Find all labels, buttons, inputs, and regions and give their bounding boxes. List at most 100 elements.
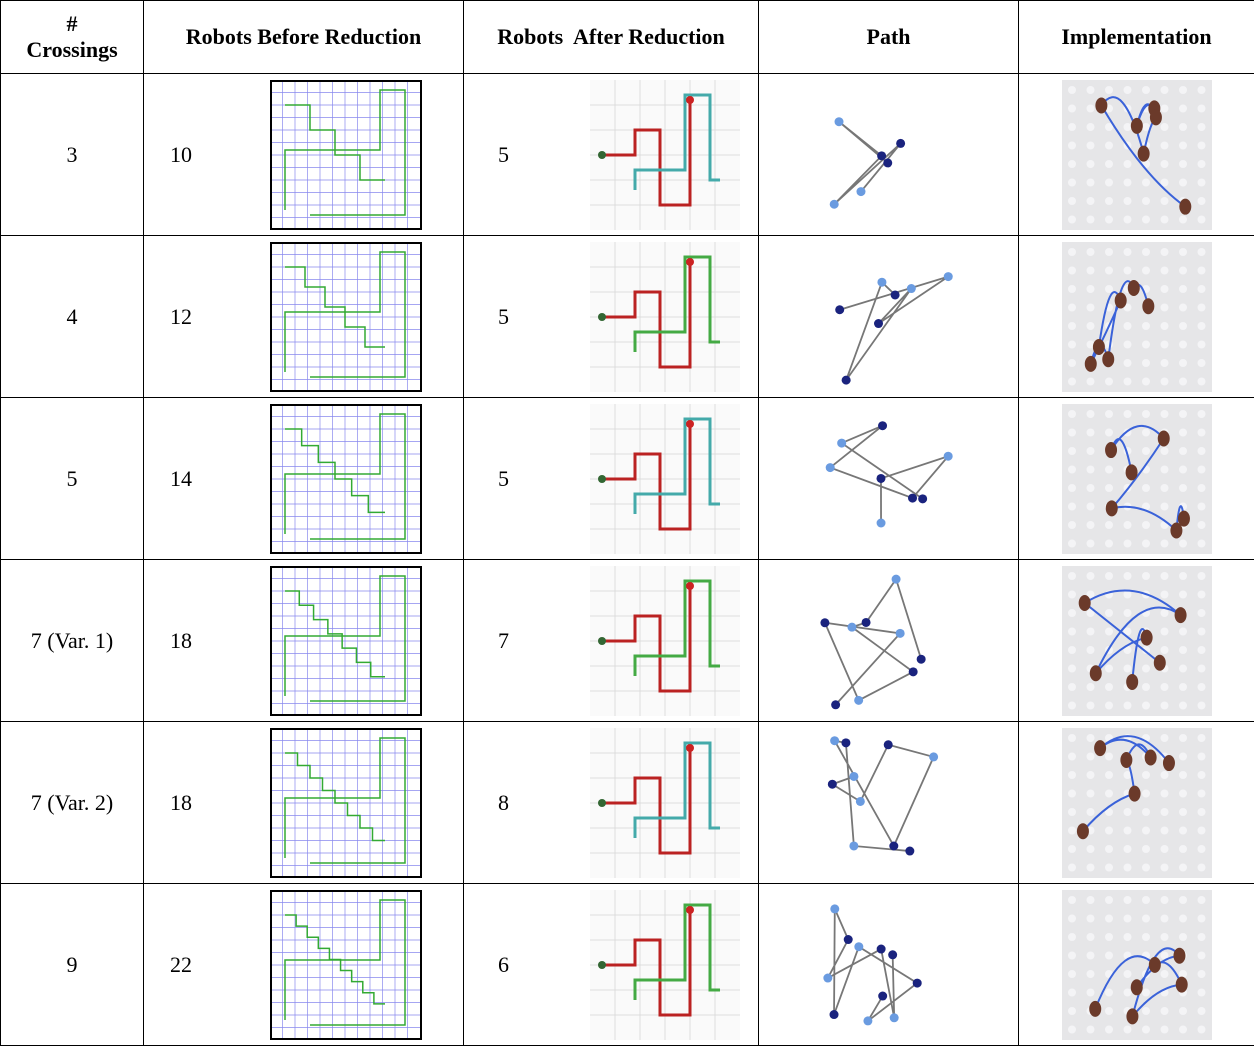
figure-shape xyxy=(1105,753,1113,761)
figure-shape xyxy=(1161,609,1169,617)
figure-shape xyxy=(1161,322,1169,330)
figure-shape xyxy=(1105,179,1113,187)
figure-shape xyxy=(1093,339,1105,355)
figure-shape xyxy=(1068,285,1076,293)
figure-shape xyxy=(917,655,926,664)
cell xyxy=(1019,236,1254,398)
figure-shape xyxy=(1142,410,1150,418)
figure-shape xyxy=(1068,429,1076,437)
figure-shape xyxy=(1161,572,1169,580)
figure-shape xyxy=(1124,572,1132,580)
figure-shape xyxy=(1068,322,1076,330)
figure-shape xyxy=(1105,160,1113,168)
figure-shape xyxy=(856,797,865,806)
figure-shape xyxy=(1179,572,1187,580)
header-cell: # Crossings xyxy=(1,1,144,74)
figure-shape xyxy=(1161,591,1169,599)
figure-shape xyxy=(847,623,856,632)
figure-shape xyxy=(1149,957,1161,973)
figure-shape xyxy=(1161,304,1169,312)
figure xyxy=(814,80,964,230)
figure-shape xyxy=(1179,845,1187,853)
figure-shape xyxy=(830,426,948,523)
figure-shape xyxy=(1198,521,1206,529)
figure-shape xyxy=(1087,952,1095,960)
figure xyxy=(270,80,422,230)
figure xyxy=(1062,80,1212,230)
cell: 7 (Var. 2) xyxy=(1,722,144,884)
figure-shape xyxy=(1068,915,1076,923)
table-row: 7 (Var. 2)188 xyxy=(1,722,1254,884)
figure-shape xyxy=(1179,410,1187,418)
figure-shape xyxy=(1087,808,1095,816)
figure-shape xyxy=(1198,285,1206,293)
figure xyxy=(1062,566,1212,716)
figure xyxy=(590,890,740,1040)
figure-shape xyxy=(1163,755,1175,771)
figure-shape xyxy=(1087,970,1095,978)
figure-shape xyxy=(1161,503,1169,511)
cell xyxy=(1019,560,1254,722)
figure-shape xyxy=(1161,142,1169,150)
figure-shape xyxy=(1087,248,1095,256)
figure xyxy=(814,890,964,1040)
crossings: 7 (Var. 1) xyxy=(31,628,113,653)
figure-shape xyxy=(876,474,885,483)
figure-shape xyxy=(1161,341,1169,349)
figure-shape xyxy=(1179,827,1187,835)
figure-shape xyxy=(686,96,694,104)
robots-before: 18 xyxy=(170,628,192,654)
figure-shape xyxy=(1179,540,1187,548)
figure-shape xyxy=(1105,429,1113,437)
figure-shape xyxy=(1198,734,1206,742)
figure-shape xyxy=(1142,1026,1150,1034)
figure-shape xyxy=(1161,683,1169,691)
figure-shape xyxy=(1198,970,1206,978)
figure-shape xyxy=(1161,646,1169,654)
figure-shape xyxy=(888,950,897,959)
figure-shape xyxy=(832,741,933,851)
figure-shape xyxy=(1090,665,1102,681)
cell: 22 xyxy=(144,884,464,1046)
figure-shape xyxy=(1198,267,1206,275)
figure-shape xyxy=(1087,989,1095,997)
figure-shape xyxy=(1095,98,1107,114)
figure-shape xyxy=(1129,786,1141,802)
figure-shape xyxy=(1179,702,1187,710)
crossings: 7 (Var. 2) xyxy=(31,790,113,815)
figure-shape xyxy=(1068,702,1076,710)
figure-shape xyxy=(1126,464,1138,480)
cell: 5 xyxy=(464,236,759,398)
figure-shape xyxy=(1124,341,1132,349)
figure-shape xyxy=(1131,118,1143,134)
figure-shape xyxy=(1124,845,1132,853)
figure-shape xyxy=(1178,511,1190,527)
figure-shape xyxy=(1068,753,1076,761)
figure-shape xyxy=(1142,216,1150,224)
figure-shape xyxy=(1087,105,1095,113)
figure-shape xyxy=(1068,142,1076,150)
crossings: 3 xyxy=(67,142,78,167)
figure xyxy=(590,404,740,554)
cell: 5 xyxy=(464,74,759,236)
figure-shape xyxy=(1198,484,1206,492)
figure-shape xyxy=(1126,674,1138,690)
figure-shape xyxy=(1179,86,1187,94)
figure-shape xyxy=(1142,771,1150,779)
figure-shape xyxy=(1179,734,1187,742)
figure-shape xyxy=(1198,359,1206,367)
robots-after: 6 xyxy=(498,952,509,978)
figure-shape xyxy=(1068,896,1076,904)
figure-shape xyxy=(1161,105,1169,113)
figure-shape xyxy=(1068,665,1076,673)
figure-shape xyxy=(1161,248,1169,256)
cell: 3 xyxy=(1,74,144,236)
figure-shape xyxy=(1161,359,1169,367)
figure-shape xyxy=(1105,989,1113,997)
figure-shape xyxy=(1087,378,1095,386)
figure-shape xyxy=(686,582,694,590)
figure-shape xyxy=(1179,216,1187,224)
figure-shape xyxy=(1198,952,1206,960)
cell: 12 xyxy=(144,236,464,398)
figure-shape xyxy=(1198,683,1206,691)
